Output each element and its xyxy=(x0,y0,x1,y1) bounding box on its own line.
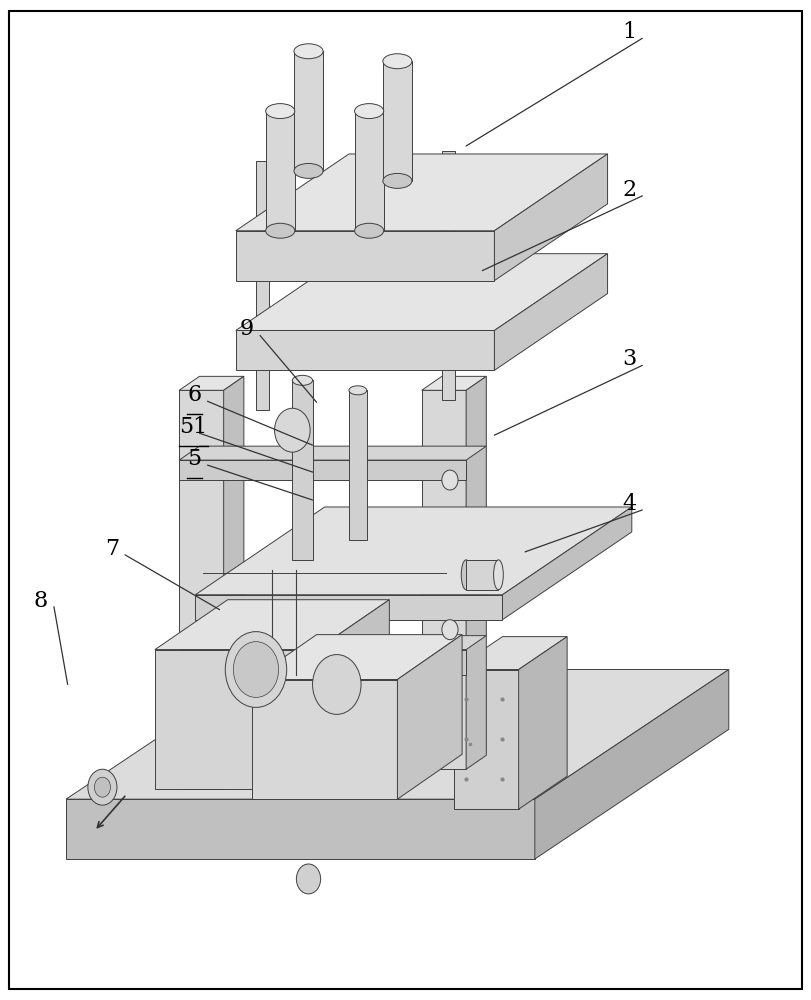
Ellipse shape xyxy=(294,44,323,59)
Ellipse shape xyxy=(383,173,412,188)
Ellipse shape xyxy=(383,54,412,69)
Polygon shape xyxy=(397,635,462,799)
Polygon shape xyxy=(252,635,462,680)
Bar xyxy=(442,151,455,400)
Polygon shape xyxy=(179,446,487,460)
Ellipse shape xyxy=(266,223,294,238)
Polygon shape xyxy=(316,600,389,789)
Text: 51: 51 xyxy=(179,416,208,438)
Text: 6: 6 xyxy=(187,384,201,406)
Bar xyxy=(354,111,384,231)
Polygon shape xyxy=(236,154,607,231)
Circle shape xyxy=(296,864,320,894)
Bar xyxy=(266,111,294,231)
Bar xyxy=(236,231,495,281)
Circle shape xyxy=(88,769,117,805)
Polygon shape xyxy=(454,637,567,670)
Bar xyxy=(383,61,412,181)
Polygon shape xyxy=(252,680,397,799)
Text: 9: 9 xyxy=(240,318,254,340)
Polygon shape xyxy=(66,670,729,799)
Polygon shape xyxy=(155,600,389,650)
Circle shape xyxy=(225,632,287,707)
Bar xyxy=(292,380,312,560)
Polygon shape xyxy=(495,154,607,281)
Text: 7: 7 xyxy=(105,538,119,560)
Polygon shape xyxy=(179,636,487,650)
Polygon shape xyxy=(195,507,632,595)
Polygon shape xyxy=(155,650,316,789)
Text: 1: 1 xyxy=(622,21,636,43)
Ellipse shape xyxy=(349,386,367,395)
Circle shape xyxy=(312,655,361,714)
Polygon shape xyxy=(466,376,487,769)
Ellipse shape xyxy=(354,104,384,119)
Ellipse shape xyxy=(266,104,294,119)
Ellipse shape xyxy=(494,560,504,590)
Polygon shape xyxy=(519,637,567,809)
Circle shape xyxy=(234,642,279,697)
Circle shape xyxy=(275,408,310,452)
Polygon shape xyxy=(495,254,607,370)
Ellipse shape xyxy=(442,620,458,640)
Text: 3: 3 xyxy=(622,348,637,370)
Polygon shape xyxy=(422,390,466,769)
Circle shape xyxy=(94,777,110,797)
Text: 4: 4 xyxy=(622,493,636,515)
Text: 5: 5 xyxy=(187,448,201,470)
Ellipse shape xyxy=(294,163,323,178)
Bar xyxy=(179,460,466,480)
Bar xyxy=(179,650,466,675)
Bar xyxy=(294,51,323,171)
Text: 2: 2 xyxy=(622,179,636,201)
Bar xyxy=(195,595,503,620)
Polygon shape xyxy=(224,376,244,789)
Polygon shape xyxy=(503,507,632,620)
Bar xyxy=(349,390,367,540)
Polygon shape xyxy=(179,390,224,789)
Ellipse shape xyxy=(442,470,458,490)
Polygon shape xyxy=(422,376,487,390)
Ellipse shape xyxy=(461,560,471,590)
Polygon shape xyxy=(236,254,607,330)
Ellipse shape xyxy=(354,223,384,238)
Text: 8: 8 xyxy=(34,590,48,612)
Bar xyxy=(236,330,495,370)
Polygon shape xyxy=(534,670,729,859)
Bar xyxy=(256,161,269,410)
Polygon shape xyxy=(66,799,534,859)
Polygon shape xyxy=(454,670,519,809)
Ellipse shape xyxy=(292,375,312,385)
Polygon shape xyxy=(179,376,244,390)
Bar xyxy=(466,560,499,590)
